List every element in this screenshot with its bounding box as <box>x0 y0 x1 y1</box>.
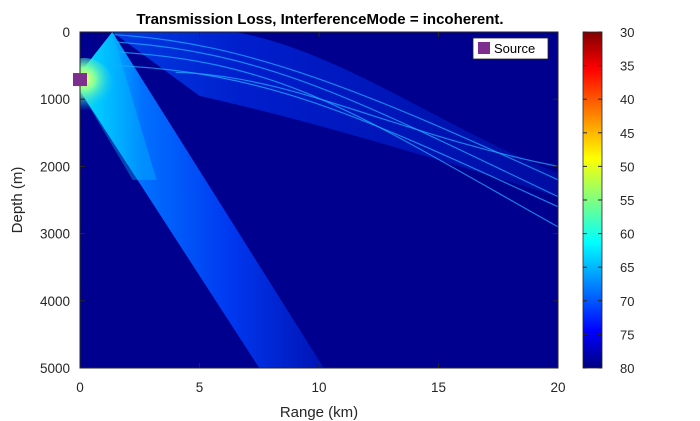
y-tick-label-0: 0 <box>62 25 70 40</box>
plot-area: 0 5 10 15 20 0 1000 2000 3000 4000 5000 <box>40 25 566 395</box>
x-tick-label-3: 15 <box>431 380 446 395</box>
legend-label-source: Source <box>494 41 535 56</box>
colorbar: 30 35 40 45 50 55 60 65 70 75 80 <box>582 25 634 376</box>
x-tick-label-2: 10 <box>311 380 326 395</box>
x-axis-label: Range (km) <box>280 404 358 421</box>
caustic-ray-1 <box>115 41 558 198</box>
colorbar-tick-label-5: 55 <box>620 193 634 208</box>
caustic-ray-3 <box>115 65 558 208</box>
colorbar-tick-label-3: 45 <box>620 126 634 141</box>
y-axis-ticks: 0 1000 2000 3000 4000 5000 <box>40 25 558 376</box>
legend-marker-source <box>478 42 490 54</box>
colorbar-tick-label-8: 70 <box>620 294 634 309</box>
colorbar-tick-label-7: 65 <box>620 260 634 275</box>
colorbar-tick-label-2: 40 <box>620 92 634 107</box>
source-marker <box>73 73 87 87</box>
colorbar-tick-label-0: 30 <box>620 25 634 40</box>
y-tick-label-3: 3000 <box>40 227 70 242</box>
colorbar-ticks: 30 35 40 45 50 55 60 65 70 75 80 <box>583 25 634 376</box>
y-tick-label-4: 4000 <box>40 294 70 309</box>
colorbar-tick-label-1: 35 <box>620 59 634 74</box>
caustic-ray-0 <box>113 34 558 181</box>
caustic-ray-4 <box>175 71 558 167</box>
y-axis-label: Depth (m) <box>9 167 26 234</box>
x-tick-label-4: 20 <box>550 380 565 395</box>
x-axis-ticks: 0 5 10 15 20 <box>76 32 566 395</box>
colorbar-tick-label-10: 80 <box>620 361 634 376</box>
chart-title: Transmission Loss, InterferenceMode = in… <box>136 11 503 28</box>
legend-box <box>472 37 549 60</box>
x-tick-label-0: 0 <box>76 380 84 395</box>
colorbar-tick-label-6: 60 <box>620 227 634 242</box>
colorbar-tick-label-4: 50 <box>620 159 634 174</box>
y-tick-label-5: 5000 <box>40 361 70 376</box>
colorbar-tick-label-9: 75 <box>620 327 634 342</box>
y-tick-label-1: 1000 <box>40 92 70 107</box>
x-tick-label-1: 5 <box>196 380 204 395</box>
legend: Source <box>472 37 549 60</box>
beam-fan <box>80 32 324 368</box>
y-tick-label-2: 2000 <box>40 159 70 174</box>
source-glow <box>80 58 114 119</box>
